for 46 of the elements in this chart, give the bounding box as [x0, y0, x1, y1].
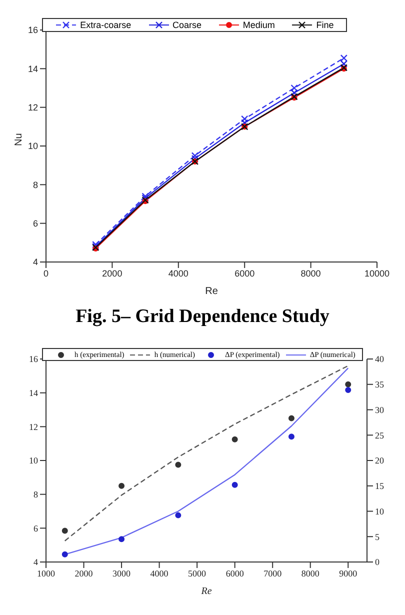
- x-tick-label: 7000: [264, 568, 282, 578]
- x-tick-label: 6000: [226, 568, 244, 578]
- legend-label: Extra-coarse: [80, 20, 132, 30]
- y2-tick-label: 5: [375, 532, 380, 542]
- y2-tick-label: 35: [375, 380, 384, 390]
- x-tick-label: 6000: [234, 268, 255, 278]
- y-tick-label: 8: [32, 180, 38, 190]
- y-axis-title: Nu: [14, 133, 25, 146]
- x-tick-label: 4000: [168, 268, 188, 278]
- x-axis-title: Re: [200, 586, 212, 597]
- y-tick-label: 10: [29, 456, 38, 466]
- y2-tick-label: 0: [375, 557, 380, 568]
- x-tick-label: 5000: [188, 568, 207, 578]
- x-tick-label: 1000: [37, 568, 56, 578]
- y-tick-label: 14: [28, 64, 38, 74]
- y2-tick-label: 15: [375, 481, 384, 492]
- y-tick-label: 16: [29, 354, 38, 364]
- x-tick-label: 2000: [74, 568, 94, 578]
- caption: Fig. 5– Grid Dependence Study: [74, 306, 330, 328]
- y-tick-label: 4: [34, 557, 38, 568]
- y2-tick-label: 20: [375, 456, 384, 466]
- y-tick-label: 10: [28, 141, 38, 152]
- legend-label: Medium: [242, 20, 275, 30]
- y-tick-label: 4: [32, 257, 38, 268]
- y-tick-label: 12: [28, 102, 38, 113]
- x-tick-label: 9000: [339, 568, 358, 578]
- x-tick-label: 8000: [301, 568, 320, 578]
- y2-tick-label: 25: [375, 430, 384, 440]
- x-tick-label: 0: [43, 268, 49, 278]
- y2-tick-label: 30: [375, 404, 384, 415]
- x-tick-label: 10000: [364, 268, 390, 278]
- y-tick-label: 6: [32, 218, 38, 229]
- y-tick-label: 14: [29, 388, 38, 398]
- x-tick-label: 3000: [112, 568, 132, 578]
- x-tick-label: 4000: [150, 568, 169, 578]
- y2-tick-label: 40: [375, 354, 384, 364]
- x-axis-title: Re: [205, 286, 218, 297]
- y-tick-label: 8: [34, 490, 38, 500]
- y-tick-label: 6: [34, 523, 38, 534]
- y-tick-label: 12: [29, 422, 38, 432]
- legend-label: Coarse: [172, 20, 202, 30]
- y2-tick-label: 10: [375, 506, 384, 516]
- x-tick-label: 2000: [102, 268, 122, 278]
- legend-label: Fine: [316, 20, 334, 30]
- y-tick-label: 16: [28, 25, 38, 36]
- x-tick-label: 8000: [300, 268, 321, 278]
